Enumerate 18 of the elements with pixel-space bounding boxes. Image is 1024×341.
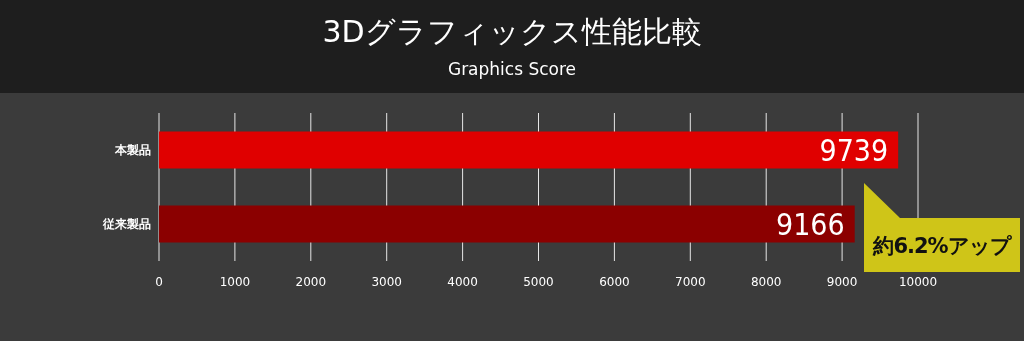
x-tick-label: 10000 — [898, 274, 938, 289]
x-tick-label: 0 — [155, 274, 163, 289]
chart-title: 3Dグラフィックス性能比較 — [321, 13, 703, 51]
x-tick-label: 4000 — [447, 274, 478, 289]
data-label: 9739 — [819, 132, 889, 168]
data-label: 9166 — [776, 206, 845, 242]
annotation: 約6.2%アップ — [871, 233, 1013, 260]
x-tick-label: 8000 — [750, 274, 782, 289]
x-tick-label: 5000 — [523, 274, 554, 289]
x-tick-label: 6000 — [599, 274, 630, 289]
y-tick-label: 従来製品 — [102, 217, 151, 232]
x-tick-label: 1000 — [219, 274, 251, 289]
x-tick-label: 3000 — [371, 274, 402, 289]
chart-subtitle: Graphics Score — [446, 59, 578, 79]
y-tick-label: 本製品 — [114, 143, 151, 158]
x-tick-label: 7000 — [675, 274, 706, 289]
x-tick-label: 2000 — [295, 274, 327, 289]
x-tick-label: 9000 — [826, 274, 858, 289]
